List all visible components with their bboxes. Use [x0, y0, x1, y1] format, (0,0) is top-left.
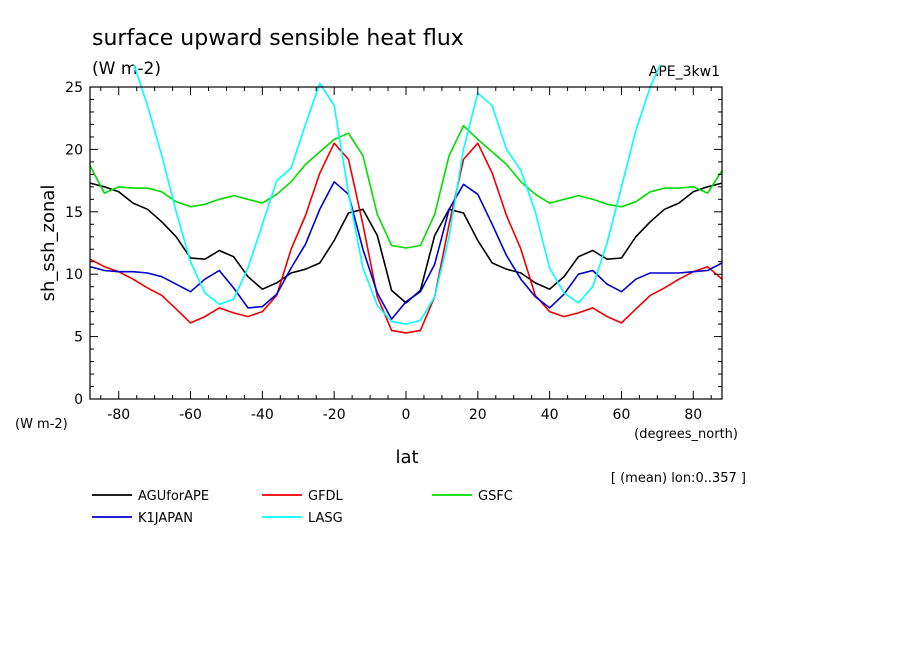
y-tick-label: 15	[65, 205, 83, 221]
legend-label: AGUforAPE	[138, 489, 209, 504]
x-tick-label: 80	[684, 407, 702, 423]
legend-label: GFDL	[308, 489, 344, 504]
legend-label: K1JAPAN	[138, 511, 193, 526]
y-tick-label: 5	[74, 330, 83, 346]
legend-label: LASG	[308, 511, 343, 526]
series-line-k1japan	[90, 181, 722, 320]
tick-label-layer: -80 -60 -40 -20 0 20 40 60 80 0 5 10 15 20 25	[65, 80, 702, 423]
legend-item-gsfc: GSFC	[432, 489, 513, 504]
y-axis-units: (W m-2)	[15, 417, 68, 432]
y-axis-label: sh_ssh_zonal	[38, 185, 59, 302]
series-line-gsfc	[90, 124, 722, 249]
tick-layer	[90, 87, 722, 399]
x-axis-units: (degrees_north)	[634, 427, 738, 442]
y-tick-label: 20	[65, 142, 83, 158]
x-tick-label: 0	[402, 407, 411, 423]
footnote: [ (mean) lon:0..357 ]	[611, 471, 746, 486]
legend-label: GSFC	[478, 489, 513, 504]
chart-title: surface upward sensible heat flux	[92, 26, 464, 51]
x-tick-label: -60	[179, 407, 202, 423]
x-tick-label: -40	[251, 407, 274, 423]
y-tick-label: 0	[74, 392, 83, 408]
legend-item-aguforape: AGUforAPE	[92, 489, 209, 504]
experiment-label: APE_3kw1	[649, 64, 720, 80]
y-tick-label: 10	[65, 267, 83, 283]
x-axis-label: lat	[395, 447, 418, 468]
x-tick-label: 60	[613, 407, 631, 423]
x-tick-label: 40	[541, 407, 559, 423]
chart-subtitle: (W m-2)	[92, 59, 161, 79]
series-line-gfdl	[90, 142, 722, 334]
y-tick-label: 25	[65, 80, 83, 96]
x-tick-label: 20	[469, 407, 487, 423]
series-layer	[90, 65, 722, 334]
legend: AGUforAPE GFDL GSFC K1JAPAN LASG	[92, 489, 513, 526]
x-tick-label: -20	[323, 407, 346, 423]
legend-item-gfdl: GFDL	[262, 489, 344, 504]
series-line-lasg	[133, 65, 662, 325]
x-tick-label: -80	[107, 407, 130, 423]
legend-item-k1japan: K1JAPAN	[92, 511, 193, 526]
legend-item-lasg: LASG	[262, 511, 343, 526]
